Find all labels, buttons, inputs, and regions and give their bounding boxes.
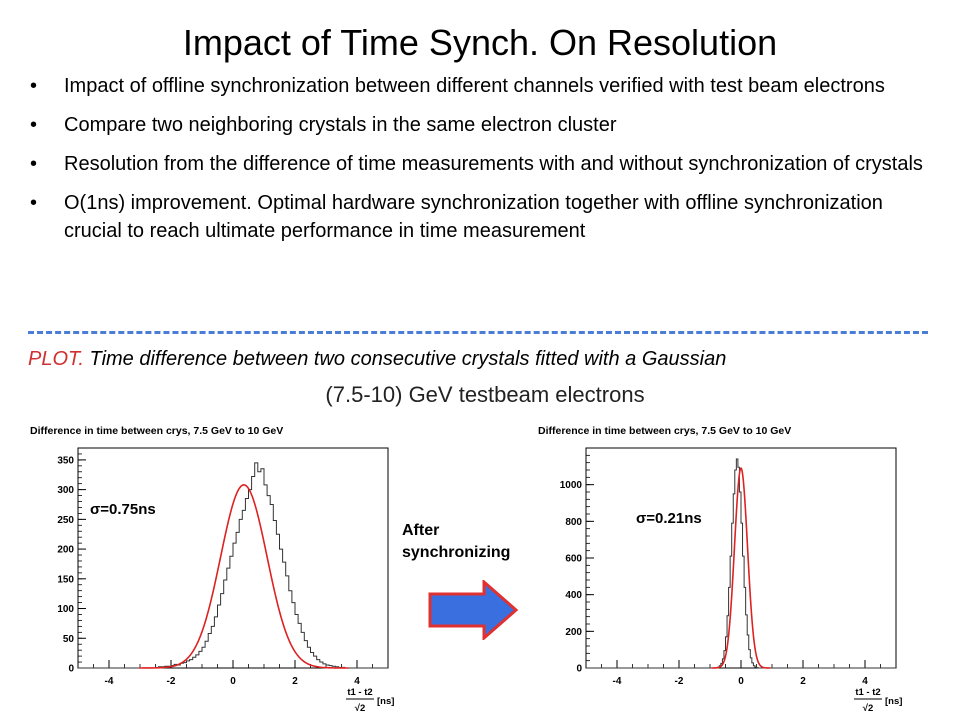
plot-frame	[77, 447, 389, 669]
plot-caption-text: Time difference between two consecutive …	[83, 348, 727, 370]
chart-title: Difference in time between crys, 7.5 GeV…	[538, 425, 791, 437]
sigma-annotation: σ=0.75ns	[90, 501, 156, 518]
dashed-divider	[28, 331, 928, 334]
bullet-item: • O(1ns) improvement. Optimal hardware sy…	[30, 189, 930, 245]
plot-subtitle: (7.5-10) GeV testbeam electrons	[325, 382, 645, 407]
y-tick-label: 0	[68, 664, 74, 675]
x-tick-label: 0	[738, 676, 744, 687]
y-tick-label: 200	[57, 545, 74, 556]
x-tick-label: 2	[292, 676, 298, 687]
bullet-item: • Compare two neighboring crystals in the…	[30, 111, 930, 139]
x-axis-label-numerator: t1 - t2	[855, 687, 880, 698]
x-axis-label-denominator: √2	[863, 703, 874, 714]
bullet-dot: •	[30, 192, 38, 214]
bullet-item: • Impact of offline synchronization betwe…	[30, 72, 930, 100]
right-arrow-icon	[428, 580, 519, 640]
bullet-dot: •	[30, 153, 38, 175]
y-tick-label: 1000	[560, 480, 583, 491]
x-tick-label: 4	[354, 676, 360, 687]
x-axis-label-denominator: √2	[355, 703, 366, 714]
chart-title: Difference in time between crys, 7.5 GeV…	[30, 425, 283, 437]
after-label-line1: After	[402, 522, 440, 539]
gaussian-fit-curve	[139, 484, 349, 669]
bullet-text: Resolution from the difference of time m…	[64, 153, 923, 175]
histogram-after-sync: Difference in time between crys, 7.5 GeV…	[538, 425, 902, 714]
histogram-series	[586, 458, 896, 669]
y-tick-label: 0	[576, 664, 582, 675]
bullet-dot: •	[30, 75, 38, 97]
bullet-text: Compare two neighboring crystals in the …	[64, 114, 617, 136]
bullet-list: • Impact of offline synchronization betwe…	[30, 72, 930, 256]
x-axis-label-numerator: t1 - t2	[347, 687, 372, 698]
y-tick-label: 250	[57, 515, 74, 526]
y-tick-label: 600	[565, 554, 582, 565]
bullet-text: Impact of offline synchronization betwee…	[64, 75, 885, 97]
bullet-item: • Resolution from the difference of time …	[30, 150, 930, 178]
after-label-line2: synchronizing	[402, 544, 511, 561]
histogram-series	[78, 462, 388, 669]
y-tick-label: 300	[57, 485, 74, 496]
y-tick-label: 350	[57, 455, 74, 466]
after-sync-label: After synchronizing	[402, 520, 510, 564]
plot-caption: PLOT. Time difference between two consec…	[28, 348, 726, 371]
x-tick-label: 4	[862, 676, 868, 687]
x-tick-label: -4	[613, 676, 622, 687]
y-tick-label: 200	[565, 627, 582, 638]
x-tick-label: 2	[800, 676, 806, 687]
x-axis-label-unit: [ns]	[885, 696, 902, 707]
x-tick-label: -2	[167, 676, 176, 687]
histogram-before-sync: Difference in time between crys, 7.5 GeV…	[30, 425, 394, 714]
bullet-dot: •	[30, 114, 38, 136]
slide-title: Impact of Time Synch. On Resolution	[182, 22, 778, 63]
y-tick-label: 100	[57, 604, 74, 615]
x-tick-label: 0	[230, 676, 236, 687]
y-tick-label: 800	[565, 517, 582, 528]
y-tick-label: 400	[565, 590, 582, 601]
x-axis-label-unit: [ns]	[377, 696, 394, 707]
y-tick-label: 150	[57, 574, 74, 585]
plot-frame	[585, 447, 897, 669]
sigma-annotation: σ=0.21ns	[636, 510, 702, 527]
gaussian-fit-curve	[711, 467, 771, 669]
plot-caption-lead: PLOT.	[28, 348, 84, 370]
x-tick-label: -4	[105, 676, 114, 687]
y-tick-label: 50	[63, 634, 75, 645]
bullet-text: O(1ns) improvement. Optimal hardware syn…	[64, 192, 883, 242]
arrow-shape	[428, 580, 519, 640]
x-tick-label: -2	[675, 676, 684, 687]
